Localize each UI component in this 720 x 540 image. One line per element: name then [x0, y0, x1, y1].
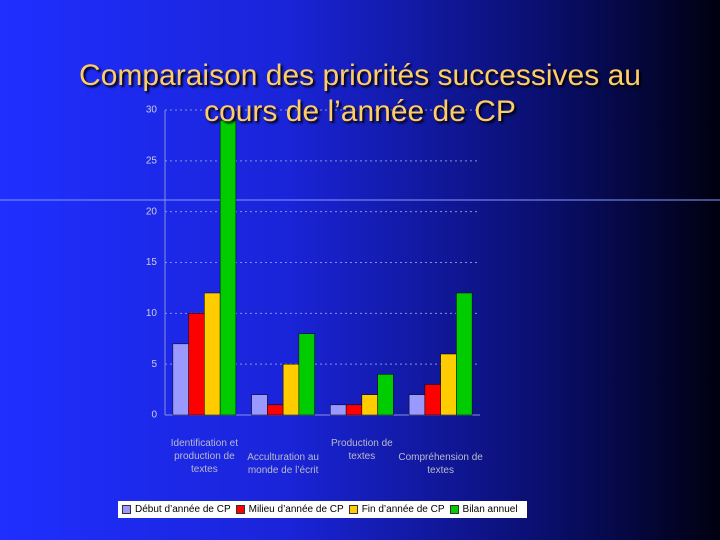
y-tick-label: 15: [146, 257, 158, 268]
bar: [440, 353, 457, 416]
y-tick-label: 0: [151, 410, 157, 421]
legend-label: Fin d’année de CP: [361, 504, 445, 515]
legend-swatch: [449, 505, 459, 514]
bar: [188, 313, 205, 416]
bar: [267, 404, 284, 416]
bar: [345, 404, 363, 416]
x-tick-label: Compréhension de textes: [398, 452, 483, 476]
x-tick-label: Identification et production de textes: [170, 438, 238, 475]
bar: [408, 394, 426, 416]
legend-swatch: [235, 505, 245, 514]
y-tick-label: 10: [146, 308, 158, 319]
legend-item: Bilan annuel: [449, 504, 518, 515]
bar: [219, 119, 237, 416]
legend-label: Début d’année de CP: [135, 504, 231, 515]
y-tick-label: 25: [146, 155, 158, 166]
bar: [282, 363, 300, 416]
legend: Début d’année de CP Milieu d’année de CP F…: [118, 501, 527, 518]
bar: [204, 292, 221, 416]
y-tick-label: 30: [146, 105, 158, 116]
y-tick-label: 5: [151, 359, 157, 370]
bar: [424, 384, 441, 416]
y-tick-label: 20: [146, 206, 158, 217]
legend-item: Milieu d’année de CP: [235, 504, 344, 515]
chart-title: Comparaison des priorités successives au…: [0, 58, 720, 130]
legend-label: Bilan annuel: [462, 504, 518, 515]
legend-swatch: [348, 505, 358, 514]
bar: [330, 404, 347, 416]
legend-label: Milieu d’année de CP: [248, 504, 344, 515]
legend-item: Début d’année de CP: [122, 504, 231, 515]
legend-swatch: [122, 505, 131, 514]
legend-item: Fin d’année de CP: [348, 504, 445, 515]
bar: [298, 333, 315, 416]
x-tick-label: Acculturation au monde de l’écrit: [247, 452, 319, 476]
x-tick-label: Production de textes: [331, 438, 393, 462]
bar: [377, 374, 394, 416]
bar: [251, 394, 268, 416]
bar: [361, 394, 378, 416]
title-text: Comparaison des priorités successives au…: [79, 59, 641, 128]
bar: [456, 292, 473, 416]
bar: [172, 343, 189, 416]
